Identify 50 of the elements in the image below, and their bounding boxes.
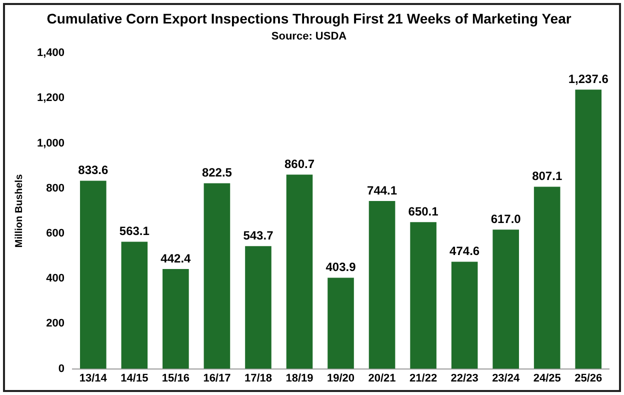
data-label: 474.6 bbox=[450, 244, 480, 258]
data-label: 1,237.6 bbox=[568, 72, 609, 86]
x-tick-label: 16/17 bbox=[203, 372, 231, 384]
data-label: 860.7 bbox=[284, 156, 315, 171]
data-label: 833.6 bbox=[78, 163, 108, 178]
bar bbox=[410, 222, 436, 369]
bar bbox=[575, 90, 602, 369]
bar bbox=[534, 186, 560, 369]
bar bbox=[121, 242, 148, 369]
data-label: 822.5 bbox=[202, 166, 232, 180]
chart-title: Cumulative Corn Export Inspections Through First 21 Weeks of Marketing Year bbox=[46, 10, 572, 26]
x-tick-label: 20/21 bbox=[368, 372, 396, 384]
x-tick-label: 13/14 bbox=[79, 372, 108, 384]
data-label: 617.0 bbox=[490, 212, 522, 226]
bar bbox=[328, 278, 354, 369]
bar bbox=[492, 230, 519, 369]
bar bbox=[451, 262, 478, 369]
bar bbox=[204, 183, 230, 369]
x-tick-label: 19/20 bbox=[327, 372, 355, 384]
data-label: 563.1 bbox=[119, 224, 150, 238]
y-tick-label: 0 bbox=[58, 362, 65, 375]
data-label: 543.7 bbox=[243, 228, 274, 242]
bar bbox=[80, 180, 106, 369]
y-tick-label: 1,400 bbox=[36, 47, 65, 60]
x-tick-label: 25/26 bbox=[574, 372, 602, 384]
y-tick-label: 1,200 bbox=[36, 92, 65, 104]
x-tick-label: 17/18 bbox=[244, 372, 272, 384]
bar bbox=[368, 200, 396, 369]
x-tick-label: 22/23 bbox=[450, 372, 478, 384]
y-tick-label: 800 bbox=[46, 182, 65, 194]
y-tick-label: 200 bbox=[46, 318, 65, 330]
y-tick-label: 1,000 bbox=[36, 137, 65, 150]
bar bbox=[286, 174, 313, 369]
chart-subtitle: Source: USDA bbox=[271, 30, 347, 42]
data-label: 744.1 bbox=[367, 183, 398, 198]
x-tick-label: 18/19 bbox=[286, 372, 314, 384]
y-tick-label: 600 bbox=[46, 227, 65, 240]
bar bbox=[245, 246, 272, 369]
y-axis-title: Million Bushels bbox=[14, 174, 25, 248]
y-tick-label: 400 bbox=[46, 272, 65, 285]
x-tick-label: 21/22 bbox=[410, 372, 438, 384]
data-label: 650.1 bbox=[408, 204, 439, 218]
data-label: 403.9 bbox=[326, 260, 356, 274]
x-tick-label: 15/16 bbox=[162, 372, 190, 384]
x-tick-label: 24/25 bbox=[533, 372, 561, 384]
bar bbox=[162, 269, 189, 369]
x-tick-label: 23/24 bbox=[492, 372, 520, 384]
x-tick-label: 14/15 bbox=[120, 372, 148, 384]
data-label: 442.4 bbox=[160, 251, 192, 266]
data-label: 807.1 bbox=[532, 169, 562, 184]
